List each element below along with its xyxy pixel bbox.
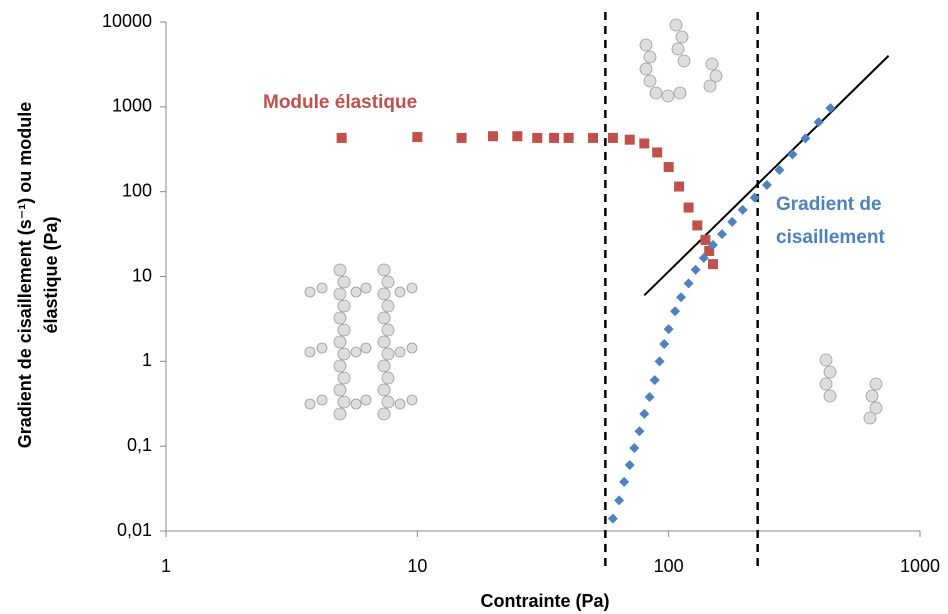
diamond-marker <box>624 459 635 470</box>
molecule-network <box>304 263 418 421</box>
x-tick-label: 1000 <box>900 556 940 576</box>
diamond-marker <box>619 476 630 487</box>
diamond-marker <box>825 103 836 114</box>
y-axis-label: Gradient de cisaillement (s⁻¹) ou module <box>15 102 35 449</box>
diamond-marker <box>676 292 687 303</box>
square-marker <box>588 132 599 143</box>
diamond-marker <box>659 339 670 350</box>
series-label: Module élastique <box>263 92 417 113</box>
diamond-marker <box>683 278 694 289</box>
x-tick-label: 10 <box>407 556 427 576</box>
square-marker <box>512 131 523 142</box>
diamond-marker <box>690 264 701 275</box>
square-marker <box>456 132 467 143</box>
diamond-marker <box>654 356 665 367</box>
diamond-marker <box>634 426 645 437</box>
square-marker <box>704 245 715 256</box>
diamond-marker <box>607 513 618 524</box>
square-marker <box>563 132 574 143</box>
diamond-marker <box>629 443 640 454</box>
x-tick-label: 100 <box>654 556 684 576</box>
y-axis-label: élastique (Pa) <box>41 216 61 333</box>
square-marker <box>639 138 650 149</box>
y-tick-label: 1 <box>142 350 152 370</box>
diamond-marker <box>639 408 650 419</box>
square-marker <box>607 132 618 143</box>
diamond-marker <box>614 495 625 506</box>
diamond-marker <box>644 391 655 402</box>
diamond-marker <box>749 192 760 203</box>
y-tick-label: 10 <box>132 265 152 285</box>
molecule-fragments <box>639 18 883 425</box>
square-marker <box>652 147 663 158</box>
diamond-marker <box>670 306 681 317</box>
square-marker <box>663 162 674 173</box>
diamond-marker <box>761 179 772 190</box>
square-marker <box>674 181 685 192</box>
square-marker <box>487 131 498 142</box>
diamond-marker <box>727 216 738 227</box>
diamond-marker <box>813 117 824 128</box>
y-tick-label: 0,1 <box>127 435 152 455</box>
diamond-marker <box>774 165 785 176</box>
series-label: Gradient de <box>776 194 882 215</box>
diamond-marker <box>800 133 811 144</box>
diamond-marker <box>663 324 674 335</box>
square-marker <box>412 132 423 143</box>
diamond-marker <box>707 240 718 251</box>
diamond-marker <box>737 204 748 215</box>
square-marker <box>336 132 347 143</box>
square-marker <box>549 132 560 143</box>
diamond-marker <box>716 229 727 240</box>
x-axis-label: Contrainte (Pa) <box>480 591 609 611</box>
square-marker <box>707 259 718 270</box>
square-marker <box>700 234 711 245</box>
square-marker <box>624 134 635 145</box>
square-marker <box>692 220 703 231</box>
x-tick-label: 1 <box>161 556 171 576</box>
square-marker <box>532 132 543 143</box>
diamond-marker <box>698 253 709 264</box>
trend-line <box>643 55 890 297</box>
y-tick-label: 100 <box>122 180 152 200</box>
square-marker <box>683 202 694 213</box>
diamond-marker <box>649 375 660 386</box>
y-tick-label: 0,01 <box>117 520 152 540</box>
series-label: cisaillement <box>776 227 885 248</box>
y-tick-label: 1000 <box>112 96 152 116</box>
diamond-marker <box>787 149 798 160</box>
y-tick-label: 10000 <box>102 11 152 31</box>
